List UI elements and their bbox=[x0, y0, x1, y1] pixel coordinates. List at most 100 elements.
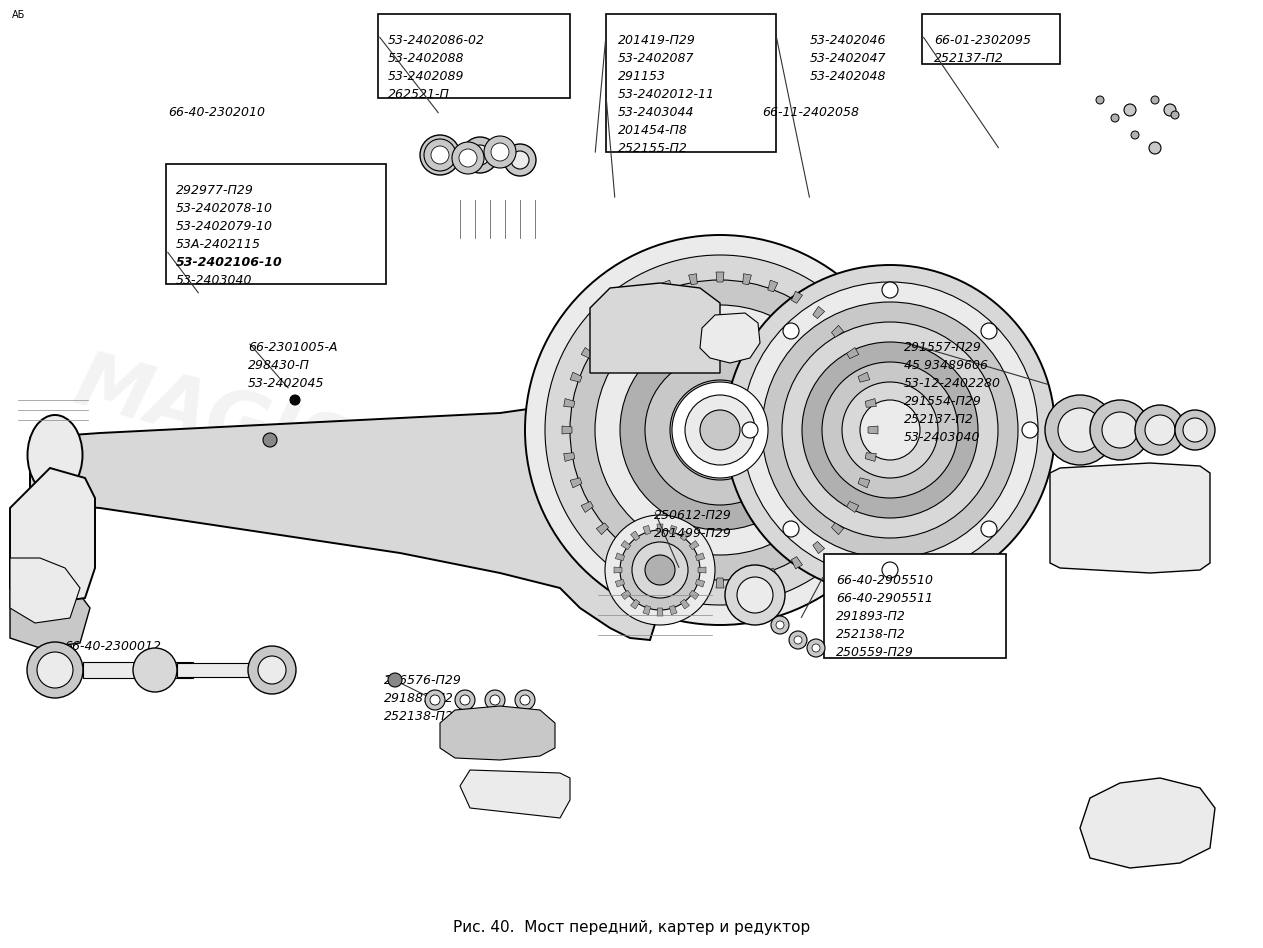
Circle shape bbox=[1149, 142, 1161, 154]
Text: 291153: 291153 bbox=[618, 70, 666, 83]
Circle shape bbox=[462, 137, 498, 173]
Polygon shape bbox=[696, 579, 705, 587]
Circle shape bbox=[27, 642, 83, 698]
Polygon shape bbox=[865, 398, 877, 408]
Polygon shape bbox=[581, 501, 594, 513]
Polygon shape bbox=[615, 579, 625, 587]
Circle shape bbox=[290, 395, 301, 405]
Text: 298430-П: 298430-П bbox=[248, 359, 309, 372]
Polygon shape bbox=[681, 599, 690, 609]
Circle shape bbox=[782, 322, 998, 538]
Text: 53-2402106-10: 53-2402106-10 bbox=[176, 256, 283, 269]
Text: 53-2402086-02: 53-2402086-02 bbox=[388, 34, 485, 47]
Text: 291557-П29: 291557-П29 bbox=[904, 341, 981, 354]
Polygon shape bbox=[440, 706, 554, 760]
Polygon shape bbox=[643, 606, 650, 614]
Text: 296576-П29: 296576-П29 bbox=[384, 674, 462, 687]
Circle shape bbox=[1124, 104, 1135, 116]
Polygon shape bbox=[743, 575, 751, 586]
Polygon shape bbox=[813, 306, 825, 319]
Circle shape bbox=[620, 330, 820, 530]
Polygon shape bbox=[696, 553, 705, 560]
Text: 262521-П: 262521-П bbox=[388, 88, 450, 101]
Text: 53-2402046: 53-2402046 bbox=[810, 34, 887, 47]
Circle shape bbox=[822, 362, 959, 498]
Circle shape bbox=[258, 656, 285, 684]
Circle shape bbox=[1183, 418, 1207, 442]
Polygon shape bbox=[563, 398, 575, 408]
Circle shape bbox=[812, 644, 820, 652]
Circle shape bbox=[741, 422, 758, 438]
Text: 252138-П2: 252138-П2 bbox=[836, 628, 906, 641]
Polygon shape bbox=[563, 453, 575, 462]
Polygon shape bbox=[768, 568, 778, 580]
Text: 53-2402047: 53-2402047 bbox=[810, 52, 887, 65]
Circle shape bbox=[133, 648, 177, 692]
Polygon shape bbox=[614, 567, 621, 573]
Circle shape bbox=[1175, 410, 1215, 450]
Circle shape bbox=[248, 646, 296, 694]
Text: 66-11-2402058: 66-11-2402058 bbox=[762, 106, 859, 119]
Circle shape bbox=[429, 695, 440, 705]
Polygon shape bbox=[831, 523, 844, 535]
Circle shape bbox=[504, 144, 536, 176]
Text: 53-2403044: 53-2403044 bbox=[618, 106, 695, 119]
Polygon shape bbox=[716, 272, 724, 282]
Circle shape bbox=[882, 282, 898, 298]
Circle shape bbox=[725, 265, 1055, 595]
Text: 53-2402089: 53-2402089 bbox=[388, 70, 465, 83]
Text: 53-2402012-11: 53-2402012-11 bbox=[618, 88, 715, 101]
Bar bbox=[165, 164, 386, 284]
Polygon shape bbox=[813, 541, 825, 554]
Circle shape bbox=[725, 565, 786, 625]
Polygon shape bbox=[690, 540, 698, 550]
Polygon shape bbox=[716, 578, 724, 588]
Text: 66-40-2905511: 66-40-2905511 bbox=[836, 592, 933, 605]
Text: 53-2402045: 53-2402045 bbox=[248, 377, 325, 390]
Polygon shape bbox=[662, 281, 672, 292]
Polygon shape bbox=[615, 553, 625, 560]
Circle shape bbox=[484, 136, 517, 168]
Circle shape bbox=[794, 636, 802, 644]
Circle shape bbox=[490, 695, 500, 705]
Polygon shape bbox=[621, 540, 630, 550]
Circle shape bbox=[605, 515, 715, 625]
Text: 45 93489606: 45 93489606 bbox=[904, 359, 988, 372]
Polygon shape bbox=[30, 388, 661, 640]
Circle shape bbox=[485, 690, 505, 710]
Circle shape bbox=[981, 521, 997, 537]
Polygon shape bbox=[792, 556, 802, 569]
Circle shape bbox=[470, 145, 490, 165]
Polygon shape bbox=[590, 283, 720, 373]
Polygon shape bbox=[570, 373, 582, 382]
Text: 53-2403040: 53-2403040 bbox=[176, 274, 253, 287]
Circle shape bbox=[525, 235, 914, 625]
Circle shape bbox=[741, 282, 1038, 578]
Text: 66-01-2302095: 66-01-2302095 bbox=[935, 34, 1031, 47]
Polygon shape bbox=[638, 556, 649, 569]
Text: 53-2402048: 53-2402048 bbox=[810, 70, 887, 83]
Circle shape bbox=[1022, 422, 1038, 438]
Circle shape bbox=[1045, 395, 1115, 465]
Polygon shape bbox=[596, 523, 609, 535]
Text: online: online bbox=[679, 479, 880, 581]
Polygon shape bbox=[858, 373, 870, 382]
Text: 53-2402079-10: 53-2402079-10 bbox=[176, 220, 273, 233]
Bar bbox=[378, 14, 570, 98]
Polygon shape bbox=[562, 426, 572, 434]
Polygon shape bbox=[657, 524, 663, 532]
Polygon shape bbox=[1080, 778, 1215, 868]
Polygon shape bbox=[662, 568, 672, 580]
Circle shape bbox=[546, 255, 895, 605]
Circle shape bbox=[700, 410, 740, 450]
Circle shape bbox=[645, 355, 794, 505]
Circle shape bbox=[1058, 408, 1103, 452]
Polygon shape bbox=[615, 306, 628, 319]
Text: 53-12-2402280: 53-12-2402280 bbox=[904, 377, 1002, 390]
Polygon shape bbox=[657, 608, 663, 616]
Circle shape bbox=[460, 695, 470, 705]
Circle shape bbox=[455, 690, 475, 710]
Text: 53-2402088: 53-2402088 bbox=[388, 52, 465, 65]
Circle shape bbox=[860, 400, 919, 460]
Text: 291893-П2: 291893-П2 bbox=[836, 610, 906, 623]
